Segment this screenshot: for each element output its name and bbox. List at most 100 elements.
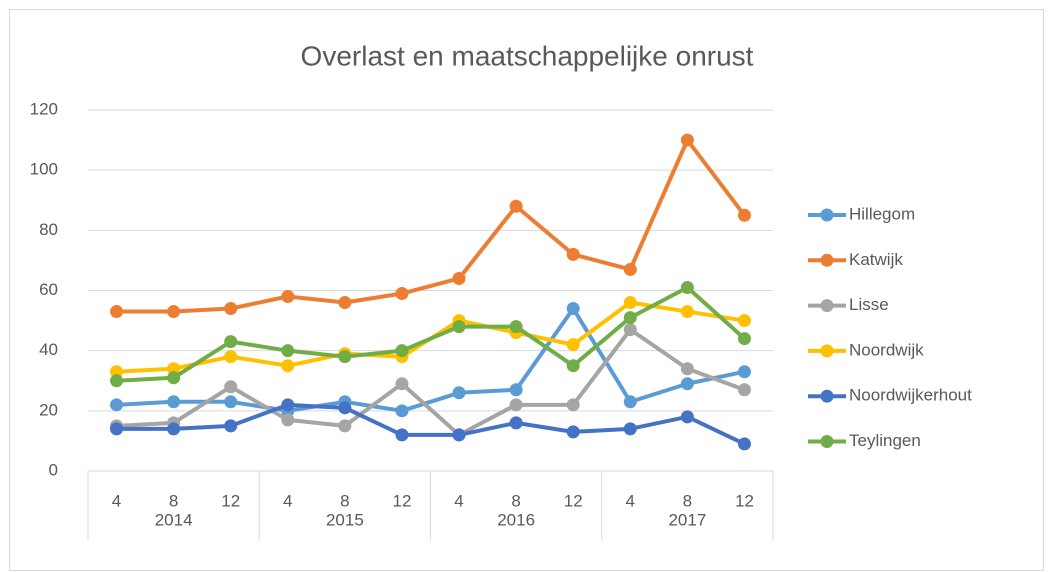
data-point <box>680 133 694 147</box>
series-line <box>116 285 746 383</box>
x-tick-label: 4 <box>626 491 635 510</box>
legend-marker <box>820 435 834 448</box>
data-point <box>680 362 694 376</box>
data-point <box>338 296 352 310</box>
group-label: 2015 <box>326 510 364 529</box>
data-point <box>452 320 466 334</box>
data-point <box>566 338 580 352</box>
series-line <box>116 327 746 437</box>
data-point <box>281 413 295 427</box>
data-point <box>680 377 694 391</box>
data-point <box>680 280 694 294</box>
group-label: 2017 <box>668 510 706 529</box>
legend-marker <box>820 389 834 403</box>
legend-label: Katwijk <box>849 250 903 269</box>
data-point <box>167 305 181 319</box>
data-point <box>167 395 181 409</box>
data-point <box>281 290 295 304</box>
data-point <box>737 437 751 451</box>
data-point <box>737 383 751 397</box>
data-point <box>623 422 637 436</box>
data-point <box>224 380 238 394</box>
chart-title: Overlast en maatschappelijke onrust <box>301 40 754 71</box>
data-point <box>737 365 751 379</box>
x-tick-label: 12 <box>735 491 754 510</box>
data-point <box>737 208 751 222</box>
series-line <box>116 138 747 314</box>
data-point <box>509 416 523 430</box>
legend-marker <box>820 208 834 222</box>
legend-label: Noordwijk <box>849 340 924 359</box>
x-tick-label: 8 <box>340 491 349 510</box>
data-point <box>281 398 295 412</box>
data-point <box>110 398 124 412</box>
legend-label: Teylingen <box>849 431 921 450</box>
data-point <box>566 302 580 316</box>
data-point <box>623 311 637 325</box>
data-point <box>110 422 124 436</box>
data-point <box>224 395 238 409</box>
data-point <box>395 404 409 418</box>
data-point <box>167 371 181 385</box>
legend-marker <box>820 299 834 313</box>
data-point <box>167 362 181 376</box>
data-point <box>737 314 751 328</box>
data-point <box>452 271 466 285</box>
data-point <box>623 395 637 409</box>
x-tick-label: 8 <box>511 491 520 510</box>
data-point <box>224 350 238 364</box>
x-tick-label: 12 <box>564 491 583 510</box>
data-point <box>566 359 580 373</box>
data-point <box>224 419 238 433</box>
data-point <box>737 332 751 346</box>
x-tick-label: 4 <box>112 491 121 510</box>
data-point <box>566 247 580 261</box>
data-point <box>509 199 523 213</box>
data-point <box>566 398 580 412</box>
data-point <box>395 287 409 301</box>
data-point <box>338 419 352 433</box>
data-point <box>509 383 523 397</box>
data-point <box>167 422 181 436</box>
x-tick-label: 12 <box>392 491 411 510</box>
data-point <box>281 344 295 358</box>
data-point <box>110 365 124 379</box>
legend-label: Lisse <box>849 295 889 314</box>
data-point <box>395 344 409 358</box>
y-tick-label: 20 <box>39 400 58 419</box>
legend-label: Noordwijkerhout <box>849 386 972 405</box>
group-label: 2014 <box>155 510 193 529</box>
legend-marker <box>820 253 834 267</box>
series-line <box>116 402 746 446</box>
group-label: 2016 <box>497 510 535 529</box>
data-point <box>623 323 637 337</box>
x-tick-label: 12 <box>221 491 240 510</box>
data-point <box>509 398 523 412</box>
y-tick-label: 120 <box>30 99 58 118</box>
data-point <box>623 296 637 310</box>
data-point <box>452 386 466 400</box>
y-tick-label: 80 <box>39 220 58 239</box>
data-point <box>509 320 523 334</box>
data-point <box>338 401 352 415</box>
data-point <box>224 335 238 349</box>
series-line <box>116 306 745 413</box>
data-point <box>680 410 694 424</box>
legend-marker <box>820 344 834 358</box>
data-point <box>623 262 637 276</box>
y-tick-label: 40 <box>39 340 58 359</box>
data-point <box>110 305 124 319</box>
x-tick-label: 8 <box>683 491 692 510</box>
y-tick-label: 60 <box>39 280 58 299</box>
data-point <box>395 377 409 391</box>
data-point <box>110 374 124 388</box>
x-tick-label: 4 <box>283 491 292 510</box>
y-tick-label: 100 <box>30 160 58 179</box>
y-tick-label: 0 <box>49 460 58 479</box>
x-tick-label: 4 <box>454 491 463 510</box>
data-point <box>281 359 295 373</box>
data-point <box>566 425 580 439</box>
data-point <box>395 428 409 442</box>
data-point <box>338 350 352 364</box>
